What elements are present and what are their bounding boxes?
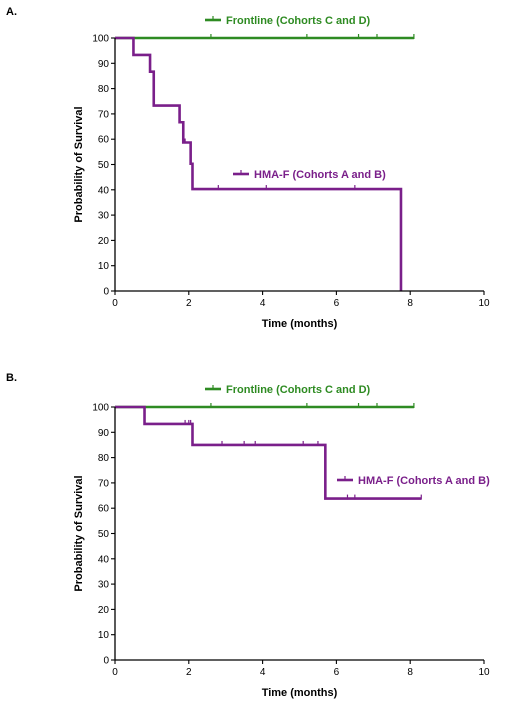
panel-a-y-axis-title: Probability of Survival: [73, 106, 85, 222]
panel-b-label: B.: [6, 372, 17, 384]
panel-b-y-tick-label: 20: [98, 605, 110, 616]
panel-a-x-tick-label: 10: [478, 298, 490, 309]
panel-a-y-tick-label: 20: [98, 236, 110, 247]
panel-b-x-tick-label: 10: [478, 667, 490, 678]
panel-a-x-tick-label: 8: [407, 298, 413, 309]
panel-b-y-tick-label: 30: [98, 580, 110, 591]
panel-a-y-tick-label: 10: [98, 261, 110, 272]
panel-a-legend-label: HMA-F (Cohorts A and B): [254, 169, 386, 181]
panel-a-y-tick-label: 100: [92, 34, 109, 45]
panel-b-legend-label: HMA-F (Cohorts A and B): [358, 475, 490, 487]
panel-b-y-tick-label: 0: [103, 656, 109, 667]
panel-a-label: A.: [6, 6, 17, 18]
panel-b-x-axis-title: Time (months): [262, 687, 338, 699]
panel-a-x-axis-title: Time (months): [262, 318, 338, 330]
panel-a-y-tick-label: 90: [98, 59, 110, 70]
panel-a-y-tick-label: 60: [98, 135, 110, 146]
panel-b-y-tick-label: 70: [98, 478, 110, 489]
panel-a-x-tick-label: 6: [334, 298, 340, 309]
panel-b-legend-label: Frontline (Cohorts C and D): [226, 384, 371, 396]
panel-a-y-tick-label: 80: [98, 84, 110, 95]
panel-b-x-tick-label: 4: [260, 667, 266, 678]
panel-b-x-tick-label: 8: [407, 667, 413, 678]
panel-a: A. 0 10 20 30 40 50 60 70 80 90 100 0 2 4 6 8 10 Frontli…: [6, 6, 490, 330]
panel-b-series-hmaf-line: [115, 405, 422, 500]
panel-a-y-tick-label: 30: [98, 211, 110, 222]
panel-a-y-tick-label: 40: [98, 185, 110, 196]
panel-b-y-tick-label: 90: [98, 428, 110, 439]
panel-b-x-tick-label: 6: [334, 667, 340, 678]
panel-a-y-tick-label: 0: [103, 287, 109, 298]
panel-b-y-tick-label: 50: [98, 529, 110, 540]
panel-a-y-tick-label: 70: [98, 109, 110, 120]
panel-a-x-tick-label: 2: [186, 298, 192, 309]
panel-b-y-tick-label: 100: [92, 403, 109, 414]
panel-b: B. 0 10 20 30 40 50 60 70 80 90 100 0 2 4 6 8 10 Frontli…: [6, 372, 490, 699]
panel-b-x-tick-label: 0: [112, 667, 118, 678]
panel-a-x-tick-label: 0: [112, 298, 118, 309]
panel-b-y-tick-label: 10: [98, 630, 110, 641]
panel-b-y-tick-label: 80: [98, 453, 110, 464]
panel-a-x-tick-label: 4: [260, 298, 266, 309]
panel-b-y-axis-title: Probability of Survival: [73, 475, 85, 591]
panel-a-series-hmaf-line: [115, 36, 403, 291]
panel-a-y-tick-label: 50: [98, 160, 110, 171]
panel-b-x-tick-label: 2: [186, 667, 192, 678]
panel-b-y-tick-label: 40: [98, 554, 110, 565]
panel-a-legend-label: Frontline (Cohorts C and D): [226, 15, 371, 27]
panel-b-y-tick-label: 60: [98, 504, 110, 515]
